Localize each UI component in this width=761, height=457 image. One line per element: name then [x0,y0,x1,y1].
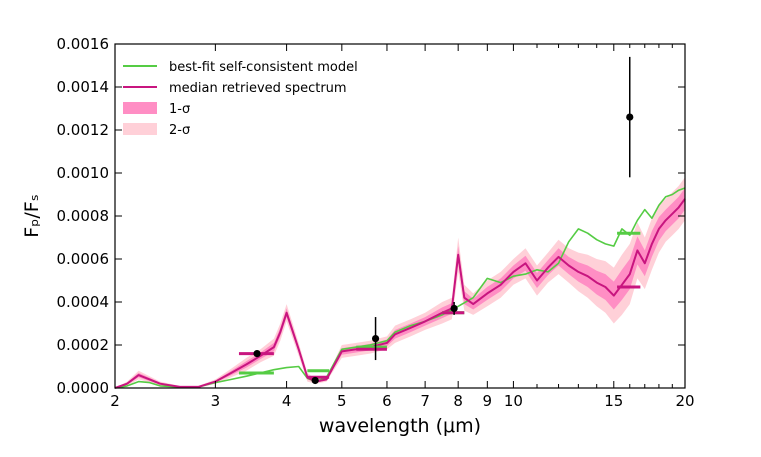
y-tick-label: 0.0002 [57,336,110,354]
observed-data-points [253,56,634,385]
x-tick-label: 7 [420,392,430,410]
x-tick-label: 8 [453,392,463,410]
confidence-bands [115,177,685,388]
y-tick-label: 0.0010 [57,164,110,182]
legend-label: 1-σ [169,102,190,117]
x-axis-ticks: 2 3 4 5 6 7 8 9 10 15 20 [110,44,695,410]
legend: best-fit self-consistent model median ret… [123,60,358,138]
data-point [450,304,458,313]
data-point [626,113,634,121]
binned-markers [238,231,641,379]
x-tick-label: 10 [504,392,523,410]
x-tick-label: 6 [382,392,392,410]
y-tick-label: 0.0004 [57,293,110,311]
legend-label: best-fit self-consistent model [169,60,358,75]
y-tick-label: 0.0012 [57,121,110,139]
legend-label: 2-σ [169,123,190,138]
data-point [253,350,261,358]
y-axis-ticks: 0.0000 0.0002 0.0004 0.0006 0.0008 0.0010 0.00… [57,35,685,397]
x-tick-label: 20 [675,392,694,410]
x-axis-title: wavelength (μm) [319,415,481,437]
legend-patch-swatch [123,102,157,114]
y-axis-title: Fₚ/Fₛ [21,194,43,237]
legend-patch-swatch [123,123,157,135]
x-tick-label: 15 [604,392,623,410]
legend-label: median retrieved spectrum [169,81,347,96]
x-tick-label: 3 [211,392,221,410]
x-tick-label: 2 [110,392,120,410]
y-tick-label: 0.0014 [57,78,110,96]
y-tick-label: 0.0016 [57,35,110,53]
x-tick-label: 4 [282,392,292,410]
x-tick-label: 9 [483,392,493,410]
x-tick-label: 5 [337,392,347,410]
y-tick-label: 0.0008 [57,207,110,225]
data-point [311,376,319,385]
band-2-sigma [115,177,685,388]
data-point [371,334,380,343]
y-tick-label: 0.0006 [57,250,110,268]
y-tick-label: 0.0000 [57,379,110,397]
